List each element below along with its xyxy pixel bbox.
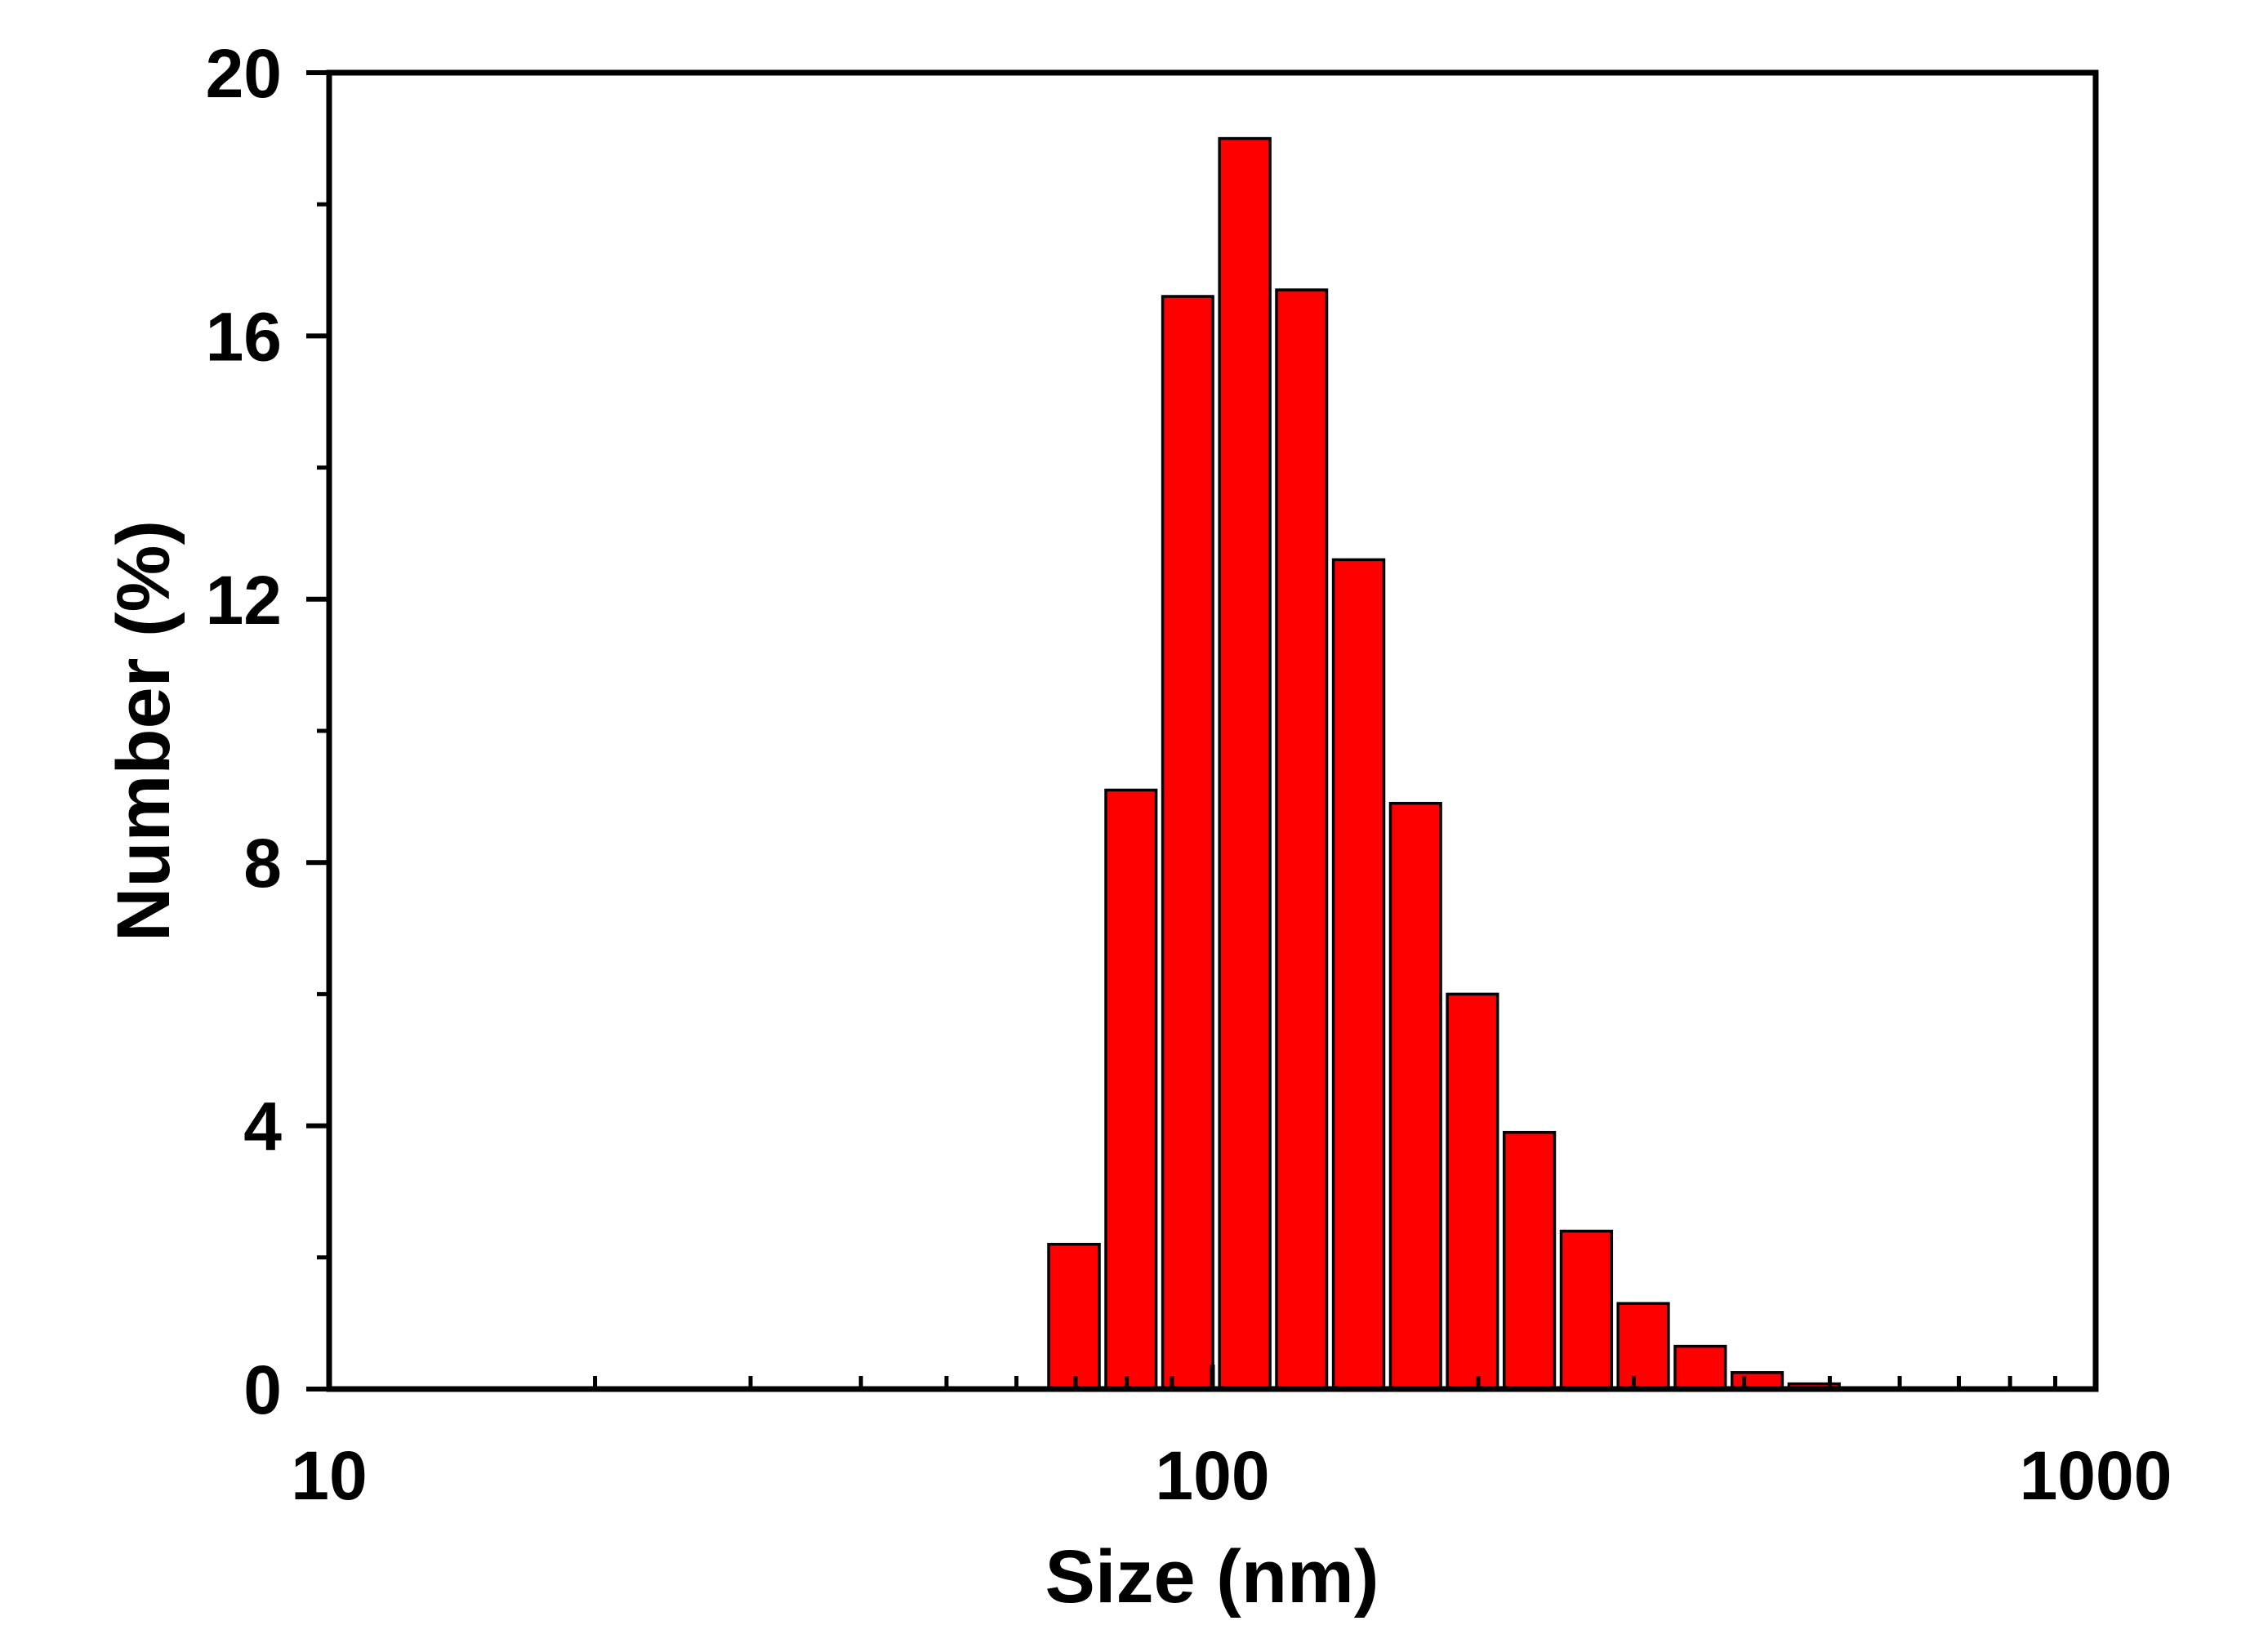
y-tick-label-3: 12 (206, 562, 282, 639)
x-tick-label-0: 10 (291, 1437, 367, 1514)
x-axis-title: Size (nm) (1045, 1535, 1379, 1619)
bar-8 (1502, 1130, 1557, 1391)
bar-1 (1104, 788, 1158, 1391)
bar-9 (1559, 1229, 1614, 1391)
bar-2 (1161, 295, 1214, 1391)
y-axis-title: Number (%) (102, 520, 185, 942)
bar-0 (1047, 1242, 1101, 1391)
bar-5 (1331, 558, 1386, 1391)
bar-7 (1446, 992, 1499, 1391)
bar-10 (1616, 1302, 1670, 1391)
x-tick-label-2: 1000 (2020, 1437, 2172, 1514)
x-axis-tick-labels: 10 100 1000 (291, 1437, 2172, 1514)
x-axis-ticks (327, 1365, 2098, 1389)
bar-4 (1275, 288, 1329, 1391)
y-tick-label-0: 0 (243, 1351, 282, 1428)
bar-3 (1218, 136, 1272, 1391)
y-tick-label-4: 16 (206, 298, 282, 375)
bars-group (1047, 136, 1841, 1391)
y-axis-ticks (306, 70, 329, 1392)
y-axis-tick-labels: 0 4 8 12 16 20 (206, 35, 283, 1428)
y-tick-label-2: 8 (243, 825, 282, 902)
x-tick-label-1: 100 (1155, 1437, 1269, 1514)
y-tick-label-5: 20 (206, 35, 282, 112)
bar-6 (1388, 801, 1442, 1391)
bar-11 (1673, 1344, 1727, 1391)
y-tick-label-1: 4 (243, 1089, 282, 1165)
